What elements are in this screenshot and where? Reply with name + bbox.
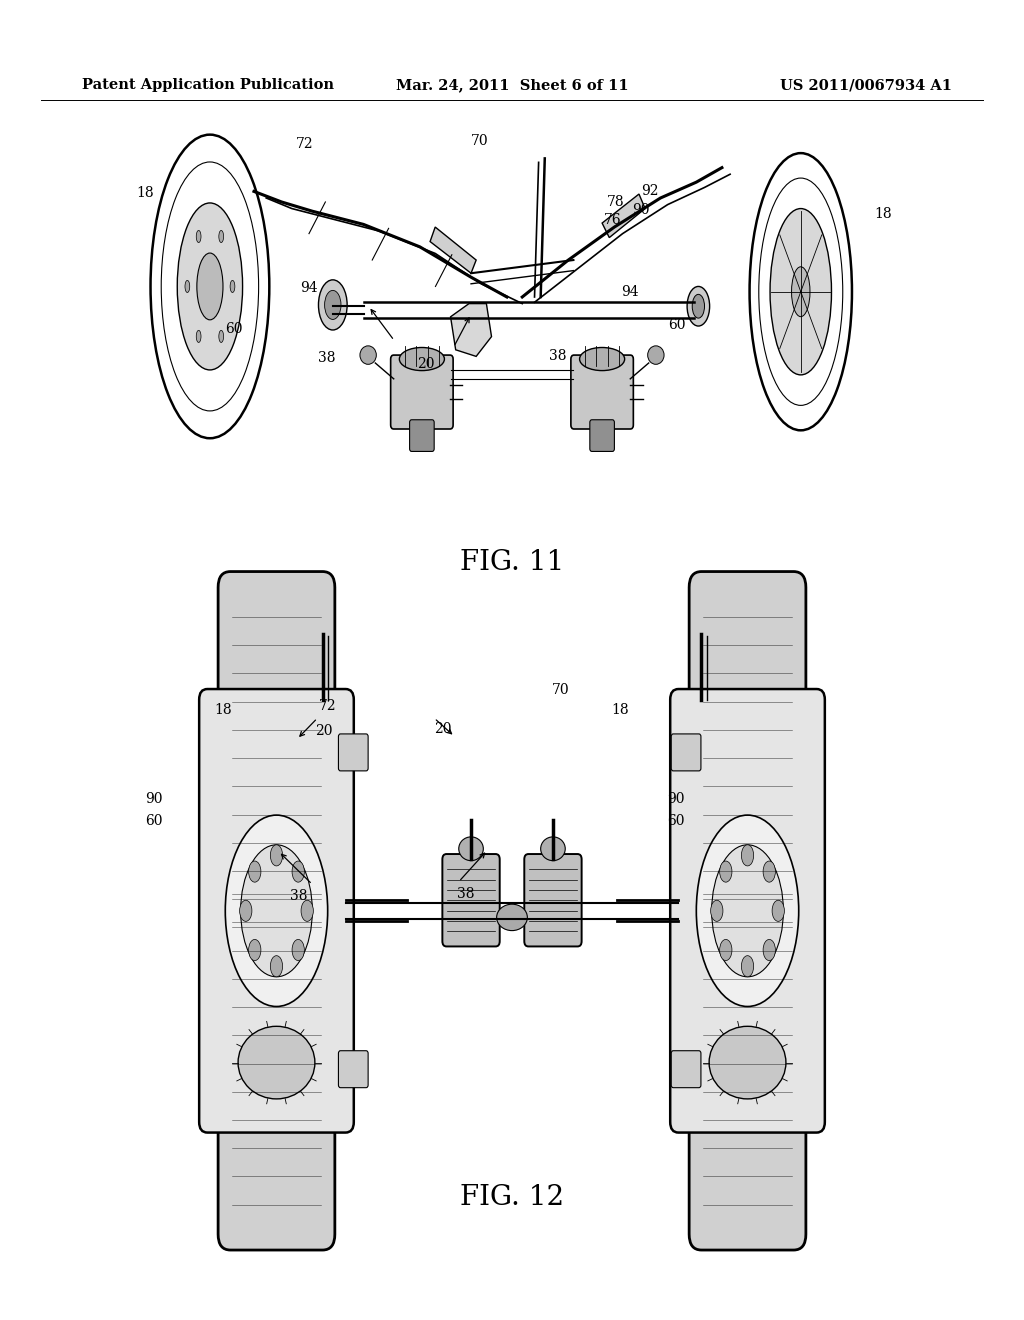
Text: 38: 38 xyxy=(549,350,567,363)
Text: FIG. 11: FIG. 11 xyxy=(460,549,564,576)
Ellipse shape xyxy=(541,837,565,861)
Text: 72: 72 xyxy=(296,137,314,150)
Ellipse shape xyxy=(197,330,201,342)
Ellipse shape xyxy=(692,294,705,318)
FancyBboxPatch shape xyxy=(199,689,354,1133)
Ellipse shape xyxy=(249,940,261,961)
Text: 92: 92 xyxy=(641,185,659,198)
Ellipse shape xyxy=(720,940,732,961)
Text: 90: 90 xyxy=(667,792,685,805)
Ellipse shape xyxy=(292,861,304,882)
Text: 18: 18 xyxy=(136,186,155,199)
FancyBboxPatch shape xyxy=(689,849,806,1250)
Text: 38: 38 xyxy=(290,890,308,903)
Ellipse shape xyxy=(497,904,527,931)
Text: 70: 70 xyxy=(552,684,570,697)
FancyBboxPatch shape xyxy=(410,420,434,451)
Text: 90: 90 xyxy=(144,792,163,805)
FancyBboxPatch shape xyxy=(590,420,614,451)
Polygon shape xyxy=(430,227,476,273)
Ellipse shape xyxy=(197,231,201,243)
Ellipse shape xyxy=(741,845,754,866)
FancyBboxPatch shape xyxy=(672,734,700,771)
Ellipse shape xyxy=(741,956,754,977)
FancyBboxPatch shape xyxy=(672,1051,700,1088)
Ellipse shape xyxy=(696,814,799,1006)
FancyBboxPatch shape xyxy=(218,572,335,973)
Ellipse shape xyxy=(270,845,283,866)
Ellipse shape xyxy=(197,253,223,319)
FancyBboxPatch shape xyxy=(689,572,806,973)
Ellipse shape xyxy=(459,837,483,861)
Ellipse shape xyxy=(238,1027,315,1098)
FancyBboxPatch shape xyxy=(338,1051,369,1088)
Ellipse shape xyxy=(219,330,223,342)
Ellipse shape xyxy=(711,900,723,921)
Text: 90: 90 xyxy=(632,203,650,216)
Ellipse shape xyxy=(763,861,775,882)
Ellipse shape xyxy=(249,861,261,882)
Ellipse shape xyxy=(763,940,775,961)
Ellipse shape xyxy=(712,845,783,977)
Text: 20: 20 xyxy=(314,725,333,738)
Ellipse shape xyxy=(185,280,189,293)
Ellipse shape xyxy=(219,231,223,243)
Ellipse shape xyxy=(647,346,664,364)
FancyBboxPatch shape xyxy=(524,854,582,946)
Ellipse shape xyxy=(177,203,243,370)
Ellipse shape xyxy=(270,956,283,977)
Text: 72: 72 xyxy=(318,700,337,713)
Text: Mar. 24, 2011  Sheet 6 of 11: Mar. 24, 2011 Sheet 6 of 11 xyxy=(395,78,629,92)
Ellipse shape xyxy=(687,286,710,326)
Text: 38: 38 xyxy=(317,351,336,364)
Ellipse shape xyxy=(318,280,347,330)
Ellipse shape xyxy=(580,347,625,371)
Ellipse shape xyxy=(792,267,810,317)
FancyBboxPatch shape xyxy=(571,355,633,429)
Text: 70: 70 xyxy=(470,135,488,148)
Text: 20: 20 xyxy=(433,722,452,735)
Text: 60: 60 xyxy=(668,318,686,331)
Text: 60: 60 xyxy=(667,814,685,828)
FancyBboxPatch shape xyxy=(442,854,500,946)
Ellipse shape xyxy=(359,346,377,364)
FancyBboxPatch shape xyxy=(670,689,825,1133)
Ellipse shape xyxy=(301,900,313,921)
Ellipse shape xyxy=(772,900,784,921)
Text: 18: 18 xyxy=(873,207,892,220)
Ellipse shape xyxy=(292,940,304,961)
Text: 76: 76 xyxy=(603,214,622,227)
Text: FIG. 12: FIG. 12 xyxy=(460,1184,564,1210)
Ellipse shape xyxy=(325,290,341,319)
Text: 18: 18 xyxy=(611,704,630,717)
Text: Patent Application Publication: Patent Application Publication xyxy=(82,78,334,92)
Polygon shape xyxy=(602,194,645,238)
Ellipse shape xyxy=(225,814,328,1006)
Ellipse shape xyxy=(720,861,732,882)
Ellipse shape xyxy=(770,209,831,375)
Polygon shape xyxy=(451,304,492,356)
Text: 18: 18 xyxy=(214,704,232,717)
Text: 38: 38 xyxy=(457,887,475,900)
Text: 78: 78 xyxy=(606,195,625,209)
Ellipse shape xyxy=(230,280,234,293)
Text: 60: 60 xyxy=(144,814,163,828)
FancyBboxPatch shape xyxy=(391,355,453,429)
Ellipse shape xyxy=(399,347,444,371)
Text: 94: 94 xyxy=(621,285,639,298)
FancyBboxPatch shape xyxy=(338,734,369,771)
Text: US 2011/0067934 A1: US 2011/0067934 A1 xyxy=(780,78,952,92)
FancyBboxPatch shape xyxy=(218,849,335,1250)
Ellipse shape xyxy=(709,1027,786,1098)
Ellipse shape xyxy=(240,900,252,921)
Text: 20: 20 xyxy=(417,358,435,371)
Text: 94: 94 xyxy=(300,281,318,294)
Ellipse shape xyxy=(241,845,312,977)
Text: 60: 60 xyxy=(224,322,243,335)
